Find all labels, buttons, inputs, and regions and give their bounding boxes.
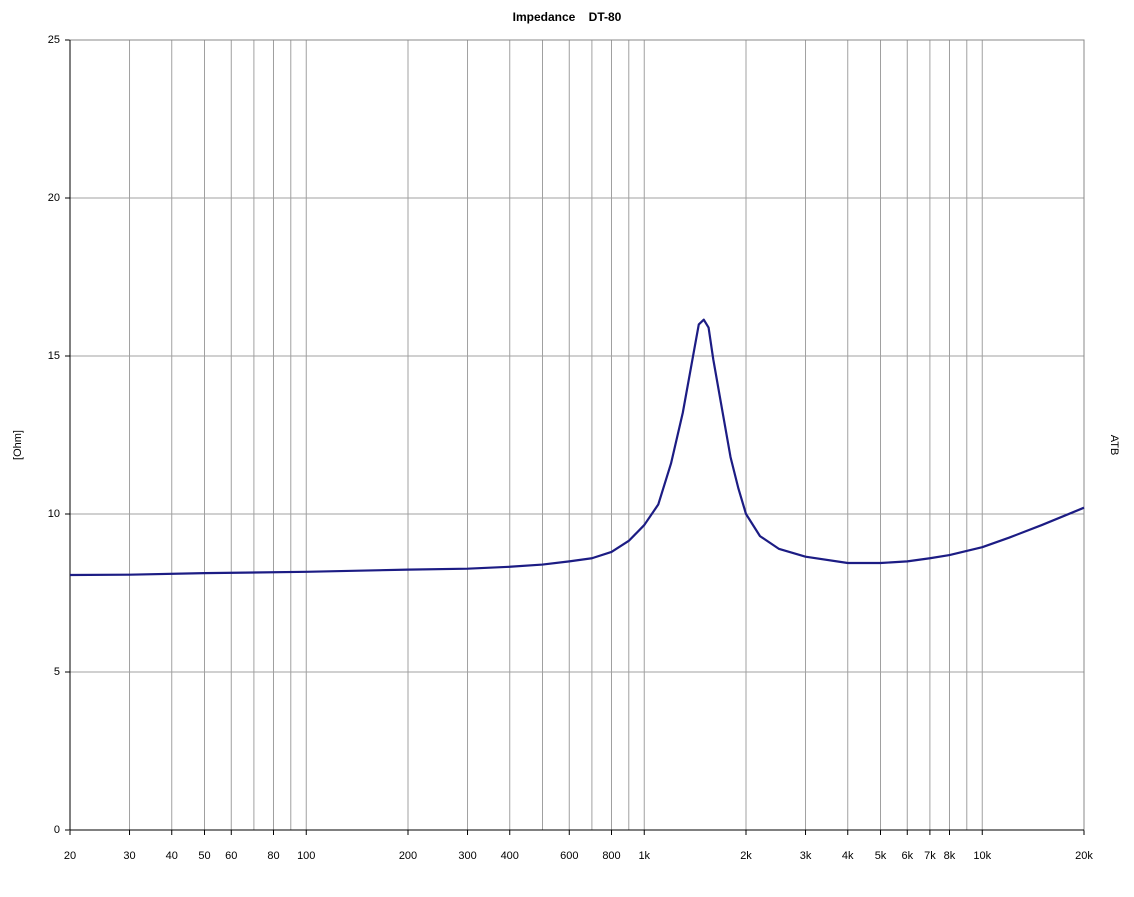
x-tick-label: 5k <box>875 850 887 862</box>
x-tick-label: 20 <box>64 850 76 862</box>
y-axis-label: [Ohm] <box>12 430 24 460</box>
chart-title: Impedance DT-80 <box>513 10 622 24</box>
x-tick-label: 100 <box>297 850 315 862</box>
x-tick-label: 20k <box>1075 850 1093 862</box>
x-tick-label: 8k <box>944 850 956 862</box>
y-tick-label: 0 <box>54 824 60 836</box>
x-tick-label: 1k <box>638 850 650 862</box>
x-tick-label: 6k <box>901 850 913 862</box>
x-tick-label: 300 <box>458 850 476 862</box>
y-tick-label: 10 <box>48 508 60 520</box>
plot-frame <box>69 39 1085 831</box>
y-tick-label: 20 <box>48 192 60 204</box>
side-label: ATB <box>1108 435 1120 456</box>
x-tick-label: 80 <box>267 850 279 862</box>
impedance-line <box>69 318 1085 577</box>
x-tick-label: 600 <box>560 850 578 862</box>
y-tick-label: 5 <box>54 666 60 678</box>
x-tick-label: 50 <box>198 850 210 862</box>
y-tick-label: 15 <box>48 350 60 362</box>
x-tick-label: 800 <box>602 850 620 862</box>
x-tick-label: 7k <box>924 850 936 862</box>
x-tick-label: 30 <box>123 850 135 862</box>
x-tick-label: 2k <box>740 850 752 862</box>
x-tick-label: 60 <box>225 850 237 862</box>
x-tick-label: 10k <box>973 850 991 862</box>
x-tick-label: 3k <box>800 850 812 862</box>
x-tick-label: 200 <box>399 850 417 862</box>
x-tick-label: 40 <box>166 850 178 862</box>
x-tick-label: 400 <box>501 850 519 862</box>
x-tick-label: 4k <box>842 850 854 862</box>
y-tick-label: 25 <box>48 34 60 46</box>
